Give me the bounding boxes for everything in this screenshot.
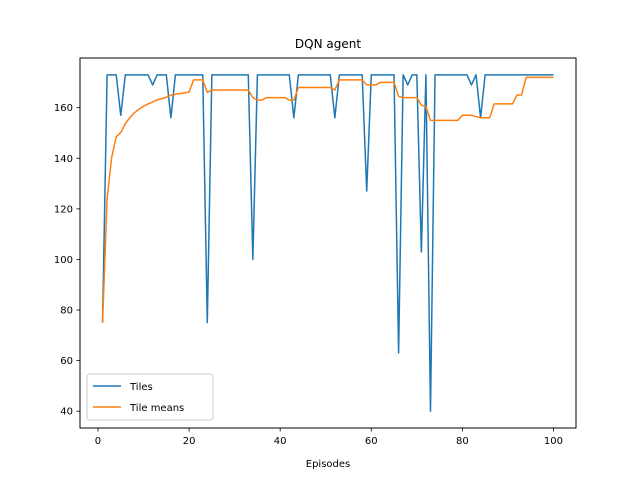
x-tick-label: 100 (544, 436, 563, 447)
legend: Tiles Tile means (86, 373, 214, 421)
x-axis-ticks: 0 20 40 60 80 100 (95, 428, 563, 447)
chart-title: DQN agent (295, 37, 361, 51)
y-tick-label: 100 (54, 255, 73, 266)
legend-label-tiles: Tiles (129, 382, 153, 393)
series-line-tile-means (101, 76, 554, 323)
plot-frame (79, 57, 577, 429)
x-tick-label: 60 (365, 436, 378, 447)
y-tick-label: 80 (60, 306, 73, 317)
series-layer (101, 74, 554, 412)
x-axis-label: Episodes (306, 459, 350, 470)
y-tick-label: 60 (60, 356, 73, 367)
legend-label-tile-means: Tile means (129, 403, 184, 414)
series-line-tiles (101, 74, 554, 412)
y-tick-label: 40 (60, 407, 73, 418)
y-axis-ticks: 40 60 80 100 120 140 160 (54, 103, 80, 418)
y-tick-label: 160 (54, 103, 73, 114)
x-tick-label: 0 (95, 436, 101, 447)
x-tick-label: 80 (456, 436, 469, 447)
y-tick-label: 140 (54, 154, 73, 165)
x-tick-label: 20 (183, 436, 196, 447)
x-tick-label: 40 (274, 436, 287, 447)
y-tick-label: 120 (54, 204, 73, 215)
